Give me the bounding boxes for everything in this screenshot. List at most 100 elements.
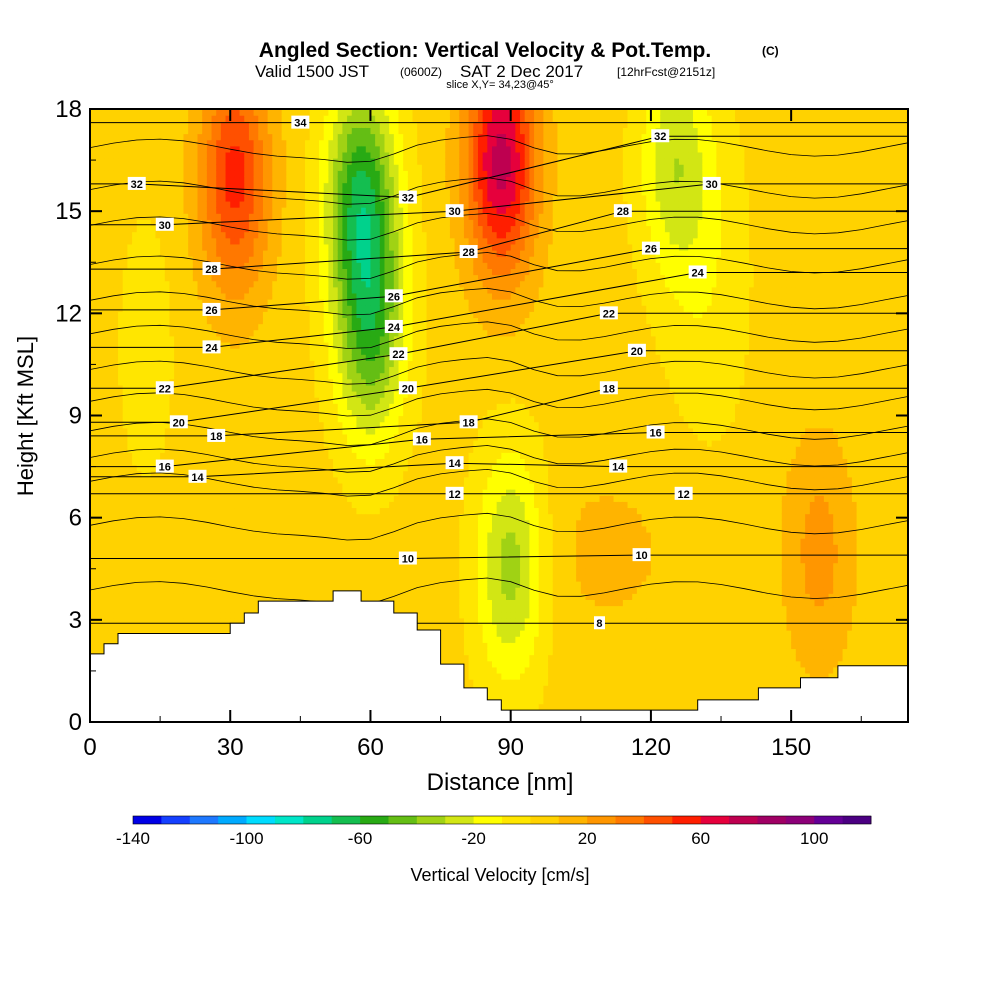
field-cell <box>169 452 175 460</box>
field-cell <box>155 605 161 613</box>
field-cell <box>174 507 180 515</box>
field-cell <box>141 323 147 331</box>
field-cell <box>286 133 292 141</box>
field-cell <box>286 194 292 202</box>
field-cell <box>244 317 250 325</box>
field-cell <box>248 341 255 349</box>
field-cell <box>192 623 199 631</box>
field-cell <box>94 605 100 613</box>
field-cell <box>164 550 171 558</box>
field-cell <box>113 182 119 190</box>
field-cell <box>234 360 241 368</box>
field-cell <box>108 317 114 325</box>
field-cell <box>90 286 96 294</box>
field-cell <box>309 158 315 165</box>
field-cell <box>267 458 273 466</box>
field-cell <box>262 495 269 502</box>
field-cell <box>267 164 273 171</box>
field-cell <box>253 440 259 447</box>
field-cell <box>90 262 96 269</box>
field-cell <box>244 225 250 233</box>
field-cell <box>239 581 245 588</box>
field-cell <box>183 200 189 208</box>
field-cell <box>127 194 133 202</box>
field-cell <box>141 145 147 153</box>
field-cell <box>94 139 100 147</box>
field-cell <box>118 366 124 374</box>
field-cell <box>174 372 180 380</box>
field-cell <box>169 593 175 600</box>
field-cell <box>286 519 292 527</box>
field-cell <box>108 121 114 128</box>
field-cell <box>94 495 100 502</box>
field-cell <box>108 636 114 643</box>
field-cell <box>286 268 292 276</box>
field-cell <box>197 538 203 545</box>
field-cell <box>178 403 185 410</box>
field-cell <box>188 121 194 128</box>
field-cell <box>220 194 227 202</box>
field-cell <box>244 311 250 319</box>
field-cell <box>248 311 255 319</box>
field-cell <box>118 427 124 435</box>
field-cell <box>160 544 166 551</box>
field-cell <box>314 231 320 239</box>
field-cell <box>234 115 241 122</box>
field-cell <box>155 292 161 300</box>
field-cell <box>188 525 194 533</box>
field-cell <box>295 421 301 429</box>
field-cell <box>248 219 255 227</box>
field-cell <box>244 513 250 521</box>
field-cell <box>178 531 185 539</box>
field-cell <box>206 605 213 613</box>
field-cell <box>178 133 185 141</box>
field-cell <box>132 292 138 300</box>
field-cell <box>244 249 250 257</box>
field-cell <box>314 194 320 202</box>
field-cell <box>155 188 161 196</box>
field-cell <box>272 200 278 208</box>
field-cell <box>286 127 292 135</box>
field-cell <box>206 109 213 116</box>
field-cell <box>127 568 133 576</box>
field-cell <box>225 556 231 564</box>
field-cell <box>239 305 245 312</box>
field-cell <box>314 286 320 294</box>
field-cell <box>146 133 152 141</box>
field-cell <box>290 127 297 135</box>
field-cell <box>239 170 245 178</box>
valid-time-prefix: Valid 1500 JST <box>255 62 369 81</box>
field-cell <box>309 194 315 202</box>
field-cell <box>276 109 283 116</box>
field-cell <box>262 286 269 294</box>
field-cell <box>248 213 255 220</box>
field-cell <box>188 188 194 196</box>
field-cell <box>118 341 124 349</box>
field-cell <box>94 133 100 141</box>
field-cell <box>220 299 227 306</box>
field-cell <box>211 243 217 251</box>
field-cell <box>286 200 292 208</box>
field-cell <box>178 599 185 607</box>
field-cell <box>272 145 278 153</box>
field-cell <box>160 200 166 208</box>
field-cell <box>276 292 283 300</box>
field-cell <box>174 605 180 613</box>
field-cell <box>262 581 269 588</box>
field-cell <box>188 482 194 490</box>
field-cell <box>239 519 245 527</box>
field-cell <box>234 286 241 294</box>
field-cell <box>272 292 278 300</box>
field-cell <box>146 568 152 576</box>
field-cell <box>267 568 273 576</box>
field-cell <box>108 243 114 251</box>
field-cell <box>192 538 199 545</box>
field-cell <box>216 446 222 453</box>
field-cell <box>305 476 311 484</box>
field-cell <box>290 556 297 564</box>
field-cell <box>197 605 203 613</box>
field-cell <box>300 446 306 453</box>
field-cell <box>164 323 171 331</box>
field-cell <box>290 538 297 545</box>
field-cell <box>206 397 213 404</box>
